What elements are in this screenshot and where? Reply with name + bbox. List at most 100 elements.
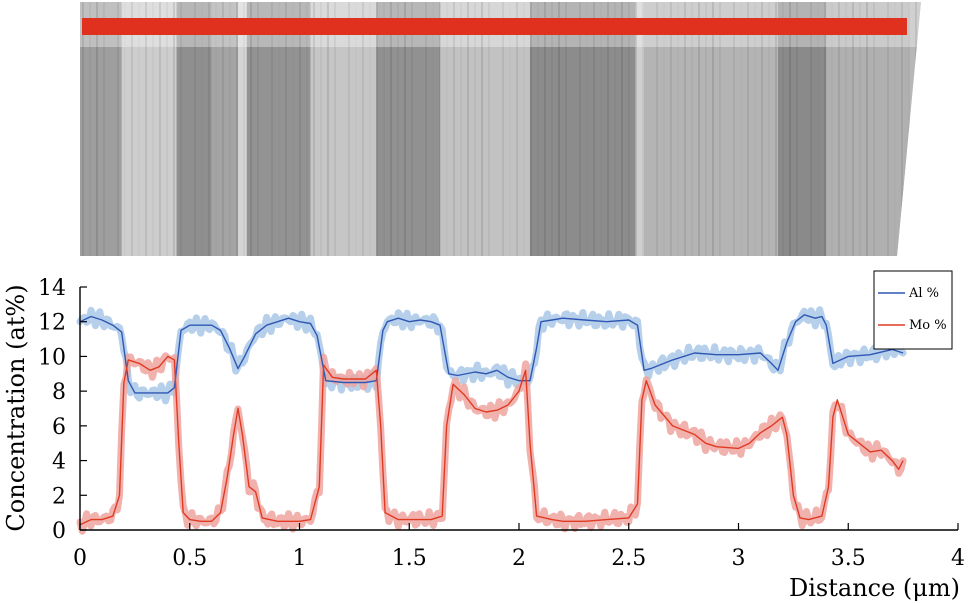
micrograph-streak: [803, 2, 805, 256]
micrograph-streak: [544, 2, 546, 256]
micrograph-band: [376, 2, 440, 256]
micrograph-streak: [271, 2, 273, 256]
micrograph-streak: [460, 2, 462, 256]
micrograph-streak: [761, 2, 763, 256]
micrograph-streak: [915, 2, 917, 256]
micrograph-streak: [229, 2, 231, 256]
micrograph-streak: [698, 2, 700, 256]
micrograph-streak: [138, 2, 140, 256]
micrograph-streak: [894, 2, 896, 256]
micrograph-streak: [642, 2, 644, 256]
micrograph-streak: [222, 2, 224, 256]
legend-box: [873, 270, 953, 350]
micrograph-streak: [257, 2, 259, 256]
micrograph-streak: [474, 2, 476, 256]
micrograph-streak: [838, 2, 840, 256]
micrograph-streak: [572, 2, 574, 256]
micrograph-streak: [705, 2, 707, 256]
micrograph-streak: [789, 2, 791, 256]
scan-line-marker: [82, 18, 907, 35]
micrograph-image: [80, 2, 921, 256]
x-tick-label: 0.5: [172, 546, 207, 571]
micrograph-streak: [285, 2, 287, 256]
micrograph-streak: [159, 2, 161, 256]
micrograph-streak: [362, 2, 364, 256]
micrograph-streak: [166, 2, 168, 256]
micrograph-band: [80, 2, 122, 256]
micrograph-streak: [747, 2, 749, 256]
micrograph-streak: [551, 2, 553, 256]
micrograph-band: [246, 2, 311, 256]
micrograph-streak: [845, 2, 847, 256]
micrograph-streak: [376, 2, 378, 256]
micrograph-streak: [502, 2, 504, 256]
micrograph-streak: [201, 2, 203, 256]
micrograph-band: [826, 2, 910, 256]
legend-label-al: Al %: [908, 286, 939, 301]
micrograph-streak: [96, 2, 98, 256]
micrograph-streak: [768, 2, 770, 256]
x-tick-label: 2: [512, 546, 526, 571]
micrograph-streak: [82, 2, 84, 256]
micrograph-streak: [852, 2, 854, 256]
micrograph-streak: [628, 2, 630, 256]
micrograph-band: [778, 2, 827, 256]
micrograph-streak: [215, 2, 217, 256]
micrograph-band: [635, 2, 645, 256]
x-tick-label: 3: [732, 546, 746, 571]
x-tick-label: 4: [951, 546, 965, 571]
micrograph-streak: [509, 2, 511, 256]
micrograph-streak: [593, 2, 595, 256]
micrograph-streak: [187, 2, 189, 256]
micrograph-streak: [782, 2, 784, 256]
series-line-al: [79, 314, 904, 394]
micrograph-streak: [180, 2, 182, 256]
micrograph-streak: [173, 2, 175, 256]
micrograph-streak: [446, 2, 448, 256]
micrograph-streak: [404, 2, 406, 256]
y-tick-label: 14: [38, 276, 66, 301]
y-tick-label: 4: [52, 450, 66, 475]
micrograph-streak: [740, 2, 742, 256]
micrograph-streak: [124, 2, 126, 256]
micrograph-streak: [859, 2, 861, 256]
micrograph-streak: [565, 2, 567, 256]
x-axis-title: Distance (μm): [789, 574, 960, 602]
micrograph-streak: [306, 2, 308, 256]
series-line-mo: [79, 355, 904, 526]
y-tick-label: 0: [52, 519, 66, 544]
micrograph-streak: [89, 2, 91, 256]
micrograph-streak: [880, 2, 882, 256]
y-tick-label: 6: [52, 415, 66, 440]
micrograph-streak: [866, 2, 868, 256]
concentration-plot: 0 0.5 1 1.5 2 2.5 3 3.5 4 0 2 4 6 8 10 12 14 Distance (…: [2, 270, 965, 602]
micrograph-streak: [656, 2, 658, 256]
micrograph-streak: [327, 2, 329, 256]
micrograph-streak: [649, 2, 651, 256]
micrograph-streak: [719, 2, 721, 256]
micrograph-streak: [607, 2, 609, 256]
micrograph-streak: [908, 2, 910, 256]
micrograph-band: [310, 2, 377, 256]
micrograph-streak: [614, 2, 616, 256]
y-axis-title: Concentration (at%): [2, 284, 30, 531]
micrograph-streak: [873, 2, 875, 256]
legend-label-mo: Mo %: [909, 318, 947, 333]
y-tick-label: 8: [52, 380, 66, 405]
x-tick-label: 1.5: [392, 546, 427, 571]
micrograph-streak: [103, 2, 105, 256]
micrograph-streak: [383, 2, 385, 256]
micrograph-streak: [579, 2, 581, 256]
micrograph-streak: [292, 2, 294, 256]
micrograph-streak: [691, 2, 693, 256]
micrograph-streak: [467, 2, 469, 256]
micrograph-streak: [313, 2, 315, 256]
series-band-al: [76, 306, 907, 405]
micrograph-streak: [817, 2, 819, 256]
micrograph-band: [121, 2, 177, 256]
micrograph-streak: [495, 2, 497, 256]
micrograph-streak: [264, 2, 266, 256]
micrograph-streak: [250, 2, 252, 256]
micrograph-streak: [824, 2, 826, 256]
